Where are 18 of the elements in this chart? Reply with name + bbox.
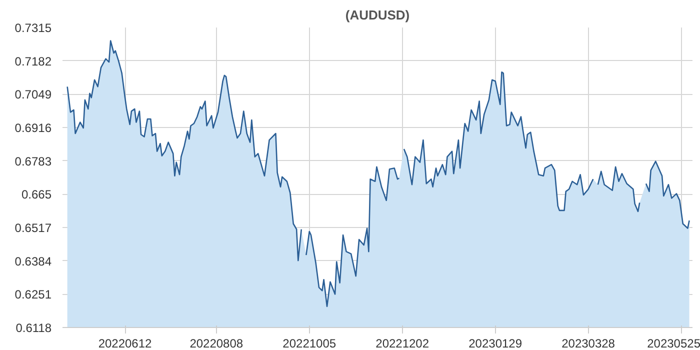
y-tick-label: 0.6384 — [14, 254, 52, 268]
x-tick-label: 20220808 — [190, 336, 244, 350]
y-tick-label: 0.7182 — [14, 54, 52, 68]
x-tick-label: 20230129 — [468, 336, 522, 350]
chart-title: (AUDUSD) — [345, 8, 410, 22]
x-tick-label: 20230525 — [647, 336, 700, 350]
x-tick-label: 20230328 — [562, 336, 616, 350]
y-tick-label: 0.6251 — [14, 288, 52, 302]
y-tick-label: 0.7315 — [14, 21, 52, 35]
x-tick-label: 20221202 — [376, 336, 430, 350]
y-tick-label: 0.6916 — [14, 121, 52, 135]
y-tick-label: 0.6118 — [16, 321, 52, 335]
y-tick-label: 0.665 — [21, 188, 52, 202]
y-tick-label: 0.6783 — [14, 154, 52, 168]
x-tick-label: 20221005 — [282, 336, 336, 350]
y-tick-label: 0.6517 — [14, 221, 52, 235]
y-tick-label: 0.7049 — [14, 88, 52, 102]
x-tick-label: 20220612 — [98, 336, 152, 350]
